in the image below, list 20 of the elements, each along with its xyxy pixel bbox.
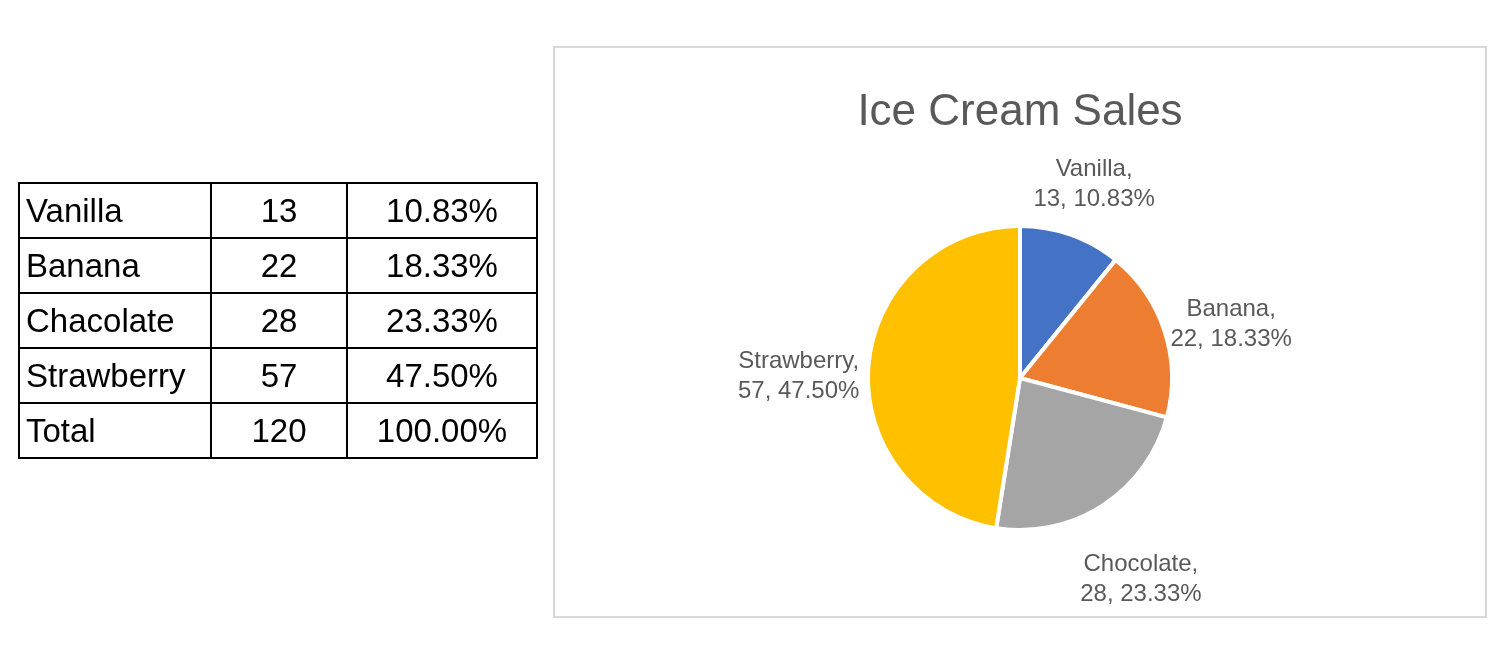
- slice-label: Banana, 22, 18.33%: [1170, 294, 1292, 352]
- text: 13: [211, 183, 347, 238]
- text: 120: [211, 403, 347, 458]
- text: 100.00%: [347, 403, 537, 458]
- slice-label: Vanilla, 13, 10.83%: [1033, 153, 1155, 211]
- text: 23.33%: [347, 293, 537, 348]
- text: 47.50%: [347, 348, 537, 403]
- slice-label: Chocolate, 28, 23.33%: [1080, 549, 1202, 607]
- text: Total: [19, 403, 211, 458]
- text: Chacolate: [19, 293, 211, 348]
- text: 57: [211, 348, 347, 403]
- text: 18.33%: [347, 238, 537, 293]
- slice-label: Strawberry, 57, 47.50%: [737, 345, 860, 403]
- text: Strawberry: [19, 348, 211, 403]
- text: Vanilla: [19, 183, 211, 238]
- text: 22: [211, 238, 347, 293]
- chart-title: Ice Cream Sales: [857, 85, 1183, 134]
- text: Banana: [19, 238, 211, 293]
- text: 28: [211, 293, 347, 348]
- text: 10.83%: [347, 183, 537, 238]
